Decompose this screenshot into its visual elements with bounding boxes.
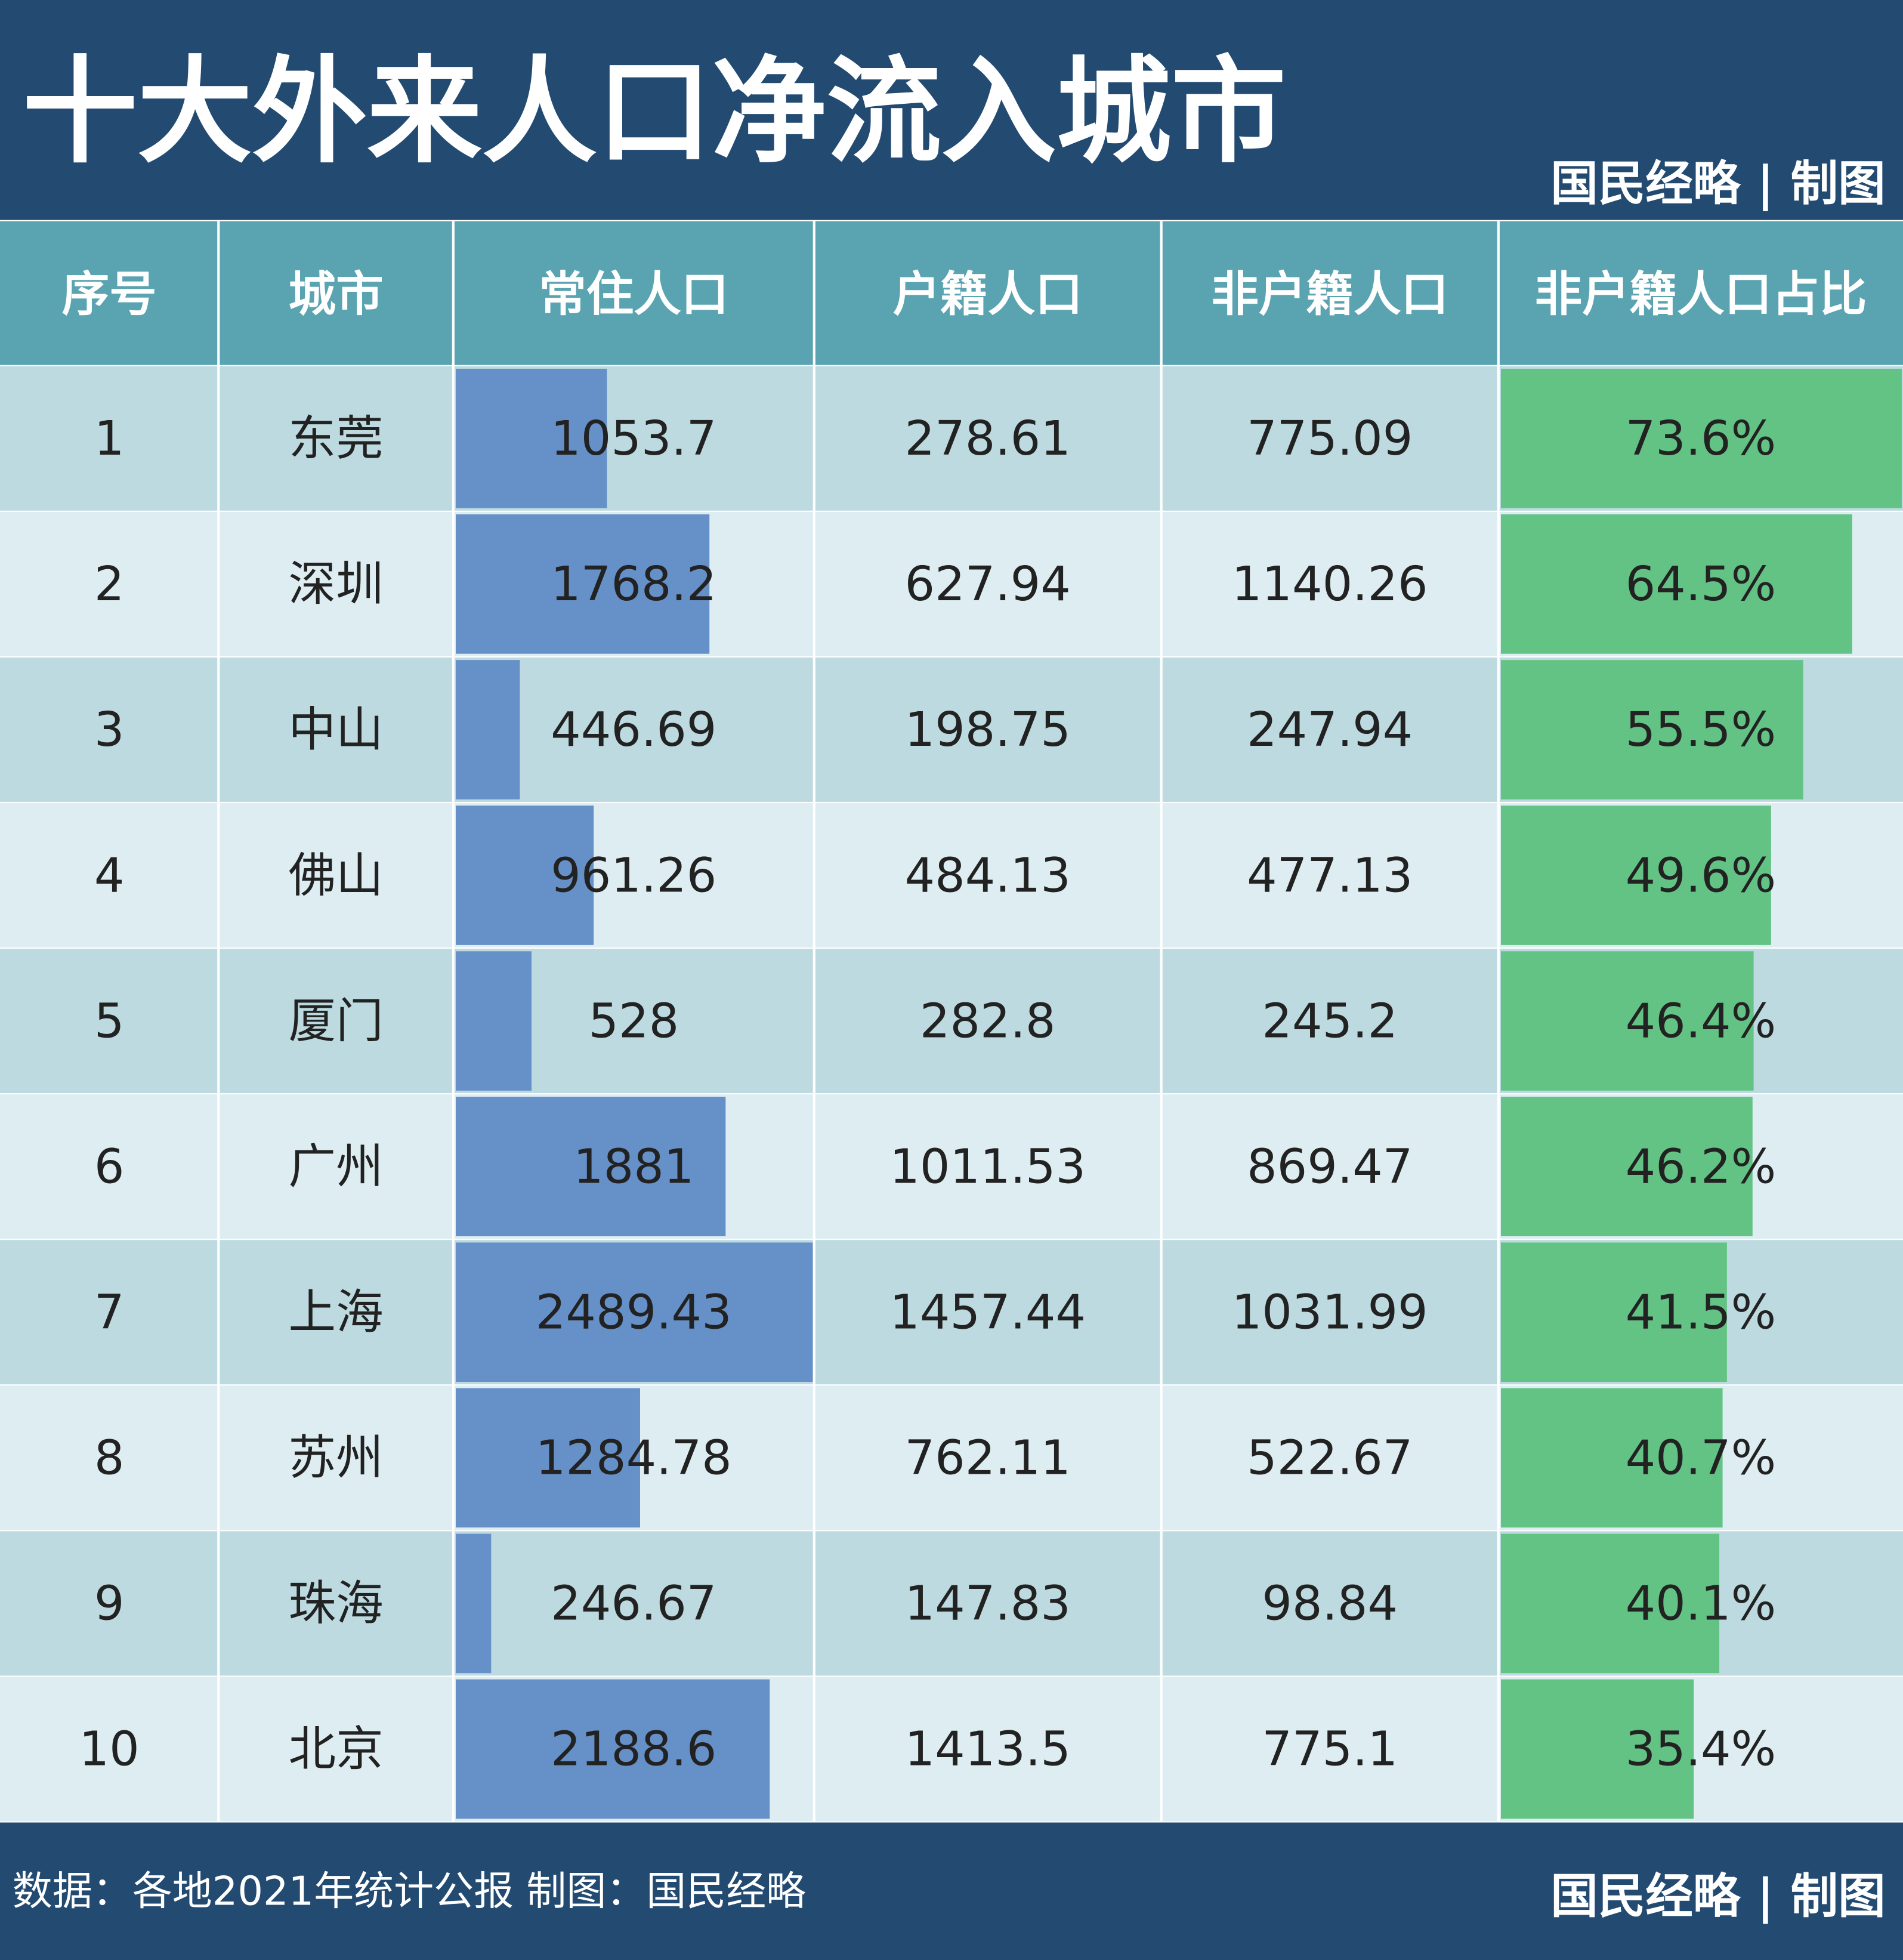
cell: 4 [94,847,125,903]
data-bar [456,951,532,1091]
cell: 1011.53 [889,1138,1086,1194]
cell: 1140.26 [1232,556,1428,612]
cell: 2 [94,556,125,612]
cell: 627.94 [905,556,1071,612]
cell: 9 [94,1576,125,1631]
cell: 40.7% [1626,1430,1777,1486]
cell: 49.6% [1626,847,1777,903]
data-bar [1500,1242,1727,1382]
cell: 1053.7 [551,410,716,466]
cell: 446.69 [551,702,716,757]
cell: 522.67 [1247,1430,1413,1486]
cell: 245.2 [1262,993,1398,1048]
cell: 北京 [289,1721,384,1777]
cell: 477.13 [1247,847,1413,903]
data-bar [1500,514,1852,654]
column-header: 城市 [289,267,384,322]
cell: 528 [588,993,679,1048]
footer-credit: 国民经略 | 制图 [1550,1868,1885,1924]
cell: 147.83 [905,1576,1071,1631]
cell: 2489.43 [536,1284,732,1339]
data-bar [456,1097,726,1236]
cell: 苏州 [289,1430,384,1486]
column-header: 户籍人口 [893,267,1083,322]
cell: 中山 [289,702,384,757]
cell: 64.5% [1626,556,1777,612]
cell: 佛山 [289,847,384,903]
data-bar [456,369,607,508]
data-bar [456,805,594,945]
cell: 1881 [573,1138,694,1194]
data-bar [1500,1679,1694,1819]
header-band [0,0,1903,220]
column-header: 非户籍人口占比 [1535,267,1867,322]
data-bar [1500,1533,1720,1674]
column-header: 常住人口 [539,267,728,322]
cell: 73.6% [1626,410,1777,466]
cell: 869.47 [1247,1138,1413,1194]
column-header-band [0,221,1903,365]
cell: 3 [94,702,125,757]
cell: 珠海 [289,1576,384,1631]
data-bar [456,1679,770,1819]
cell: 41.5% [1626,1284,1777,1339]
cell: 55.5% [1626,702,1777,757]
data-bar [1500,1097,1753,1236]
cell: 1768.2 [551,556,716,612]
title: 十大外来人口净流入城市 [23,45,1286,179]
cell: 198.75 [905,702,1071,757]
data-bar [1500,805,1771,945]
cell: 1031.99 [1232,1284,1428,1339]
cell: 东莞 [289,410,384,466]
cell: 98.84 [1262,1576,1398,1631]
cell: 484.13 [905,847,1071,903]
cell: 6 [94,1138,125,1194]
cell: 深圳 [289,556,384,612]
data-bar [1500,1388,1723,1528]
cell: 2188.6 [551,1721,716,1777]
source-note: 数据：各地2021年统计公报 制图：国民经略 [13,1868,806,1914]
cell: 1413.5 [905,1721,1071,1777]
cell: 广州 [289,1138,384,1194]
cell: 961.26 [551,847,716,903]
cell: 35.4% [1626,1721,1777,1777]
cell: 7 [94,1284,125,1339]
data-bar [456,1242,813,1382]
data-bar [1500,660,1803,800]
cell: 282.8 [920,993,1056,1048]
cell: 46.4% [1626,993,1777,1048]
data-bar [1500,369,1902,508]
cell: 247.94 [1247,702,1413,757]
column-header: 非户籍人口 [1211,267,1448,322]
cell: 775.09 [1247,410,1413,466]
cell: 762.11 [905,1430,1071,1486]
cell: 46.2% [1626,1138,1777,1194]
data-bar [1500,951,1754,1091]
cell: 246.67 [551,1576,716,1631]
cell: 278.61 [905,410,1071,466]
data-bar [456,1388,640,1528]
cell: 1457.44 [889,1284,1086,1339]
cell: 厦门 [289,993,384,1048]
column-header: 序号 [62,267,157,322]
cell: 上海 [289,1284,384,1339]
data-bar [456,514,710,654]
footer-band [0,1822,1903,1960]
cell: 40.1% [1626,1576,1777,1631]
data-bar [456,660,520,800]
cell: 10 [79,1721,140,1777]
cell: 1 [94,410,125,466]
cell: 775.1 [1262,1721,1398,1777]
data-bar [456,1533,492,1674]
header-credit: 国民经略 | 制图 [1550,155,1885,212]
cell: 1284.78 [536,1430,732,1486]
cell: 5 [94,993,125,1048]
cell: 8 [94,1430,125,1486]
